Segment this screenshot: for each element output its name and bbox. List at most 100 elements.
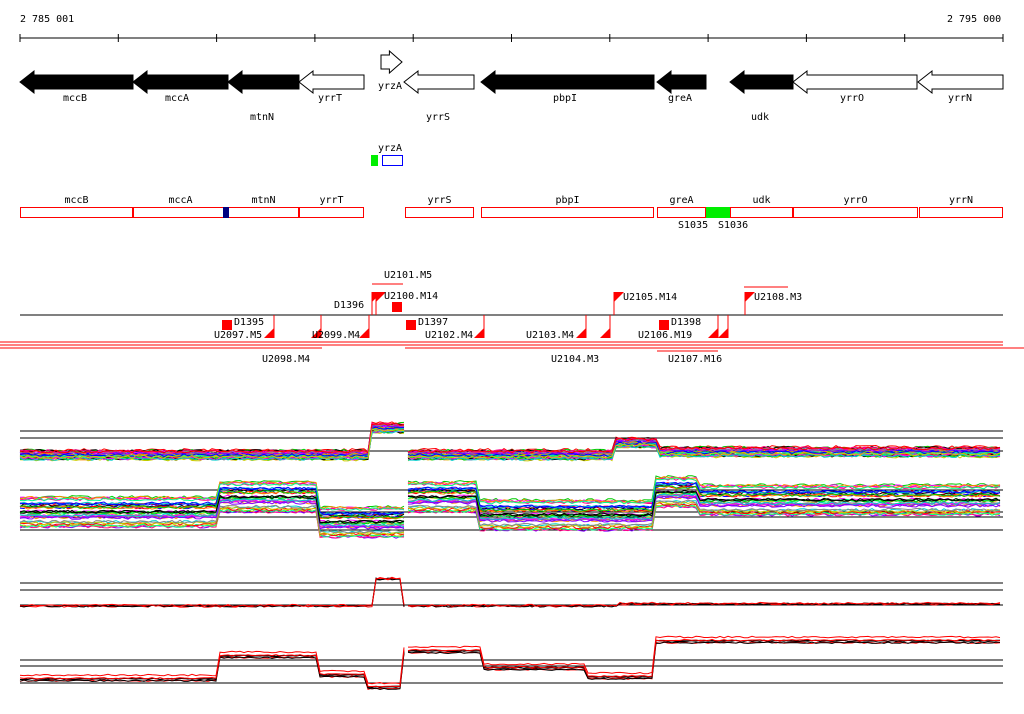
profile-upper [407, 443, 1001, 460]
profile-bottom-upper [407, 602, 1001, 608]
segment-label-below: U2103.M4 [526, 330, 575, 341]
segment-label-below: U2104.M3 [551, 354, 600, 365]
segment-down-6-flag [708, 328, 718, 338]
profile-lower [19, 494, 405, 524]
gene-arrow-yrrO [792, 69, 918, 95]
segment-label-below: U2097.M5 [214, 330, 263, 341]
segment-label-below: D1398 [671, 317, 702, 328]
operon-label-greA: greA [669, 195, 694, 206]
profile-lower [407, 499, 1001, 527]
profile-lower [407, 485, 1001, 512]
segment-D1397-block [406, 320, 416, 330]
small-track-blue-box [382, 155, 403, 166]
profile-lower [407, 496, 1001, 523]
profile-lower [19, 507, 404, 537]
gene-arrow-yrzA [380, 49, 403, 75]
operon-label-mccA: mccA [168, 195, 193, 206]
gene-label-mtnN: mtnN [249, 112, 275, 123]
gene-arrow-udk [729, 69, 794, 95]
profile-bottom-upper [407, 601, 1001, 607]
profile-bottom-lower [19, 647, 405, 685]
profile-bottom-lower [19, 653, 405, 691]
gene-label-udk: udk [750, 112, 770, 123]
operon-label-mtnN: mtnN [251, 195, 276, 206]
gene-arrow-yrrT [298, 69, 365, 95]
segment-label-above: U2100.M14 [384, 291, 439, 302]
profile-lower [407, 481, 1001, 509]
operon-label-yrrN: yrrN [948, 195, 974, 206]
profile-lower [407, 493, 1001, 521]
ruler-start: 2 785 001 [20, 14, 75, 25]
segment-D1396-block [392, 302, 402, 312]
operon-mark-label: S1036 [718, 220, 749, 231]
profile-bottom-upper [19, 577, 405, 608]
profile-lower [19, 480, 405, 510]
operon-label-pbpI: pbpI [555, 195, 580, 206]
gene-arrow-pbpI [480, 69, 655, 95]
segment-label-below: D1397 [418, 317, 449, 328]
gene-arrow-mtnN [227, 69, 300, 95]
operon-label-yrrS: yrrS [427, 195, 452, 206]
profile-lower [407, 490, 1001, 518]
gene-label-yrrO: yrrO [839, 93, 865, 104]
small-track-green-mark [371, 155, 378, 166]
gene-label-yrrN: yrrN [947, 93, 973, 104]
operon-label-yrrO: yrrO [843, 195, 868, 206]
operon-box-yrrO [793, 207, 918, 218]
profile-upper [19, 422, 405, 454]
profile-bottom-lower [19, 649, 405, 688]
operon-box-yrrT [299, 207, 364, 218]
profile-upper [407, 441, 1001, 458]
profile-lower [19, 482, 405, 511]
profile-bottom-upper [19, 577, 405, 608]
profile-upper [19, 423, 405, 455]
profile-upper [19, 422, 405, 454]
gene-label-yrrT: yrrT [317, 93, 343, 104]
segment-label-above: D1396 [334, 300, 365, 311]
gene-label-pbpI: pbpI [552, 93, 578, 104]
gene-arrow-greA [656, 69, 707, 95]
operon-green-mark [706, 207, 730, 218]
profile-bottom-lower [407, 641, 1001, 680]
operon-blue-mark [223, 207, 229, 218]
operon-box-mtnN [228, 207, 299, 218]
profile-lower [19, 504, 405, 534]
gene-label-mccB: mccB [62, 93, 88, 104]
profile-lower [19, 506, 405, 535]
profile-bottom-lower [407, 641, 1001, 680]
profile-lower [407, 503, 1001, 531]
gene-label-yrzA: yrzA [377, 81, 403, 92]
profile-lower [408, 502, 1001, 530]
operon-label-yrrT: yrrT [319, 195, 344, 206]
segment-label-above: U2101.M5 [384, 270, 433, 281]
segment-down-5-flag [600, 328, 610, 338]
profile-bottom-lower [19, 651, 405, 688]
operon-box-yrrS [405, 207, 474, 218]
segment-U2108-flag [745, 292, 755, 302]
operon-box-yrrN [919, 207, 1003, 218]
profile-bottom-lower [407, 638, 1001, 678]
segment-label-below: U2102.M4 [425, 330, 474, 341]
segment-label-below: U2106.M19 [638, 330, 693, 341]
segment-down-2-flag [359, 328, 369, 338]
gene-label-yrrS: yrrS [425, 112, 451, 123]
operon-box-greA [657, 207, 706, 218]
gene-label-greA: greA [667, 93, 693, 104]
profile-lower [19, 500, 405, 529]
profile-lower [19, 500, 405, 530]
profile-lower [407, 477, 1001, 505]
segment-down-4-flag [576, 328, 586, 338]
operon-box-udk [730, 207, 793, 218]
segment-label-below: U2099.M4 [312, 330, 361, 341]
profile-lower [19, 486, 405, 516]
gene-arrow-yrrS [403, 69, 475, 95]
segment-D1395-block [222, 320, 232, 330]
segment-label-above: U2105.M14 [623, 292, 678, 303]
profile-lower [19, 498, 405, 528]
operon-box-pbpI [481, 207, 654, 218]
gene-arrow-mccB [19, 69, 134, 95]
profile-lower [407, 501, 1001, 529]
segment-label-below: D1395 [234, 317, 265, 328]
